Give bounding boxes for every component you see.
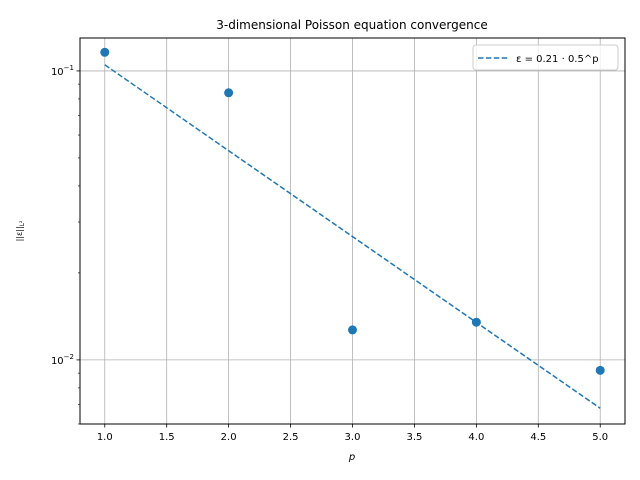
x-tick-label: 3.5 (406, 432, 422, 443)
fit-line-layer (104, 64, 601, 409)
scatter-points (100, 47, 605, 375)
legend-fit-label: ε = 0.21 · 0.5^p (516, 54, 599, 65)
y-axis-ticks: 10−2 10−1 (51, 64, 80, 425)
x-tick-label: 2.5 (283, 432, 299, 443)
data-point (100, 47, 110, 57)
x-tick-label: 3.0 (345, 432, 361, 443)
chart-title: 3-dimensional Poisson equation convergen… (216, 18, 487, 32)
data-point (595, 365, 605, 375)
x-tick-label: 1.5 (159, 432, 175, 443)
x-tick-label: 4.0 (468, 432, 484, 443)
data-point (224, 88, 234, 98)
grid (80, 38, 625, 424)
y-tick-label: 10−1 (51, 64, 74, 78)
y-axis-label-group: ||ε||L² (15, 220, 26, 241)
x-tick-label: 4.5 (530, 432, 546, 443)
y-axis-label: ||ε||L² (15, 220, 26, 241)
legend: ε = 0.21 · 0.5^p (472, 44, 619, 71)
x-tick-label: 1.0 (97, 432, 113, 443)
x-axis-label: p (348, 452, 355, 463)
x-axis-ticks: 1.0 1.5 2.0 2.5 3.0 3.5 4.0 4.5 5.0 (97, 424, 608, 443)
legend-box (472, 44, 619, 71)
y-tick-label: 10−2 (51, 353, 74, 367)
data-point (471, 317, 481, 327)
data-point (348, 325, 357, 335)
x-tick-label: 5.0 (592, 432, 608, 443)
x-tick-label: 2.0 (221, 432, 237, 443)
fit-line (104, 64, 601, 409)
